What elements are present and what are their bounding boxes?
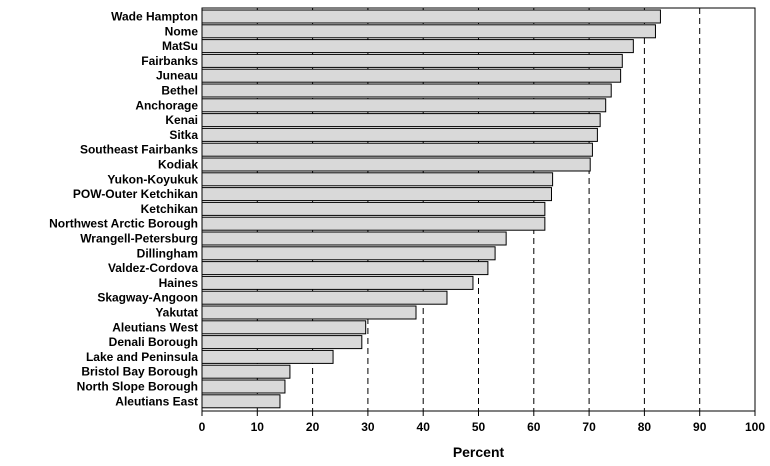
x-tick-label: 0 bbox=[199, 420, 206, 434]
category-label: Aleutians East bbox=[115, 394, 198, 408]
bar bbox=[201, 364, 291, 379]
bar bbox=[201, 320, 367, 335]
x-tick-label: 50 bbox=[472, 420, 486, 434]
x-tick-label: 20 bbox=[306, 420, 320, 434]
category-label: Dillingham bbox=[137, 246, 198, 260]
bar bbox=[201, 231, 507, 246]
bar bbox=[201, 9, 661, 24]
bar bbox=[201, 246, 496, 261]
category-label: Wrangell-Petersburg bbox=[80, 232, 198, 246]
category-label: Wade Hampton bbox=[111, 10, 198, 24]
category-label: POW-Outer Ketchikan bbox=[73, 187, 198, 201]
x-tick-label: 70 bbox=[582, 420, 596, 434]
x-tick-label: 100 bbox=[745, 420, 765, 434]
category-label: Fairbanks bbox=[141, 54, 198, 68]
category-label: Yukon-Koyukuk bbox=[107, 172, 198, 186]
bar bbox=[201, 157, 591, 172]
category-label: Denali Borough bbox=[109, 335, 198, 349]
category-label: Kenai bbox=[165, 113, 198, 127]
x-tick-label: 30 bbox=[361, 420, 375, 434]
bar bbox=[201, 142, 593, 157]
x-axis-ticks: 0 10 20 30 40 50 60 70 80 90 100 bbox=[199, 411, 765, 434]
bar bbox=[201, 113, 601, 128]
x-tick-label: 10 bbox=[251, 420, 265, 434]
category-label: Bristol Bay Borough bbox=[81, 365, 198, 379]
bar bbox=[201, 83, 612, 98]
category-label: Bethel bbox=[161, 84, 198, 98]
bar bbox=[201, 39, 634, 54]
x-tick-label: 60 bbox=[527, 420, 541, 434]
category-label: Yakutat bbox=[155, 306, 198, 320]
bar bbox=[201, 305, 417, 320]
category-label: North Slope Borough bbox=[77, 380, 198, 394]
category-label: Aleutians West bbox=[112, 320, 198, 334]
category-label: Lake and Peninsula bbox=[86, 350, 198, 364]
bars bbox=[201, 9, 661, 409]
bar bbox=[201, 349, 334, 364]
bar bbox=[201, 216, 546, 231]
category-label: Anchorage bbox=[135, 98, 198, 112]
bar bbox=[201, 275, 474, 290]
category-label: Juneau bbox=[156, 69, 198, 83]
category-label: Sitka bbox=[169, 128, 198, 142]
category-labels: Wade HamptonNomeMatSuFairbanksJuneauBeth… bbox=[49, 10, 198, 409]
category-label: Southeast Fairbanks bbox=[80, 143, 198, 157]
bar bbox=[201, 68, 622, 83]
bar bbox=[201, 53, 623, 68]
bar bbox=[201, 172, 554, 187]
category-label: Northwest Arctic Borough bbox=[49, 217, 198, 231]
category-label: Valdez-Cordova bbox=[108, 261, 198, 275]
bar bbox=[201, 201, 546, 216]
x-tick-label: 40 bbox=[417, 420, 431, 434]
category-label: MatSu bbox=[162, 39, 198, 53]
category-label: Ketchikan bbox=[141, 202, 198, 216]
bar bbox=[201, 127, 598, 142]
bar bbox=[201, 187, 552, 202]
bar bbox=[201, 394, 281, 409]
category-label: Kodiak bbox=[158, 158, 198, 172]
x-tick-label: 80 bbox=[638, 420, 652, 434]
category-label: Haines bbox=[159, 276, 199, 290]
x-axis-title: Percent bbox=[453, 444, 505, 460]
bar bbox=[201, 261, 489, 276]
x-tick-label: 90 bbox=[693, 420, 707, 434]
bar bbox=[201, 379, 286, 394]
category-label: Nome bbox=[165, 24, 199, 38]
bar bbox=[201, 290, 448, 305]
bar bbox=[201, 24, 656, 39]
bar bbox=[201, 335, 363, 350]
category-label: Skagway-Angoon bbox=[97, 291, 198, 305]
bar bbox=[201, 98, 607, 113]
